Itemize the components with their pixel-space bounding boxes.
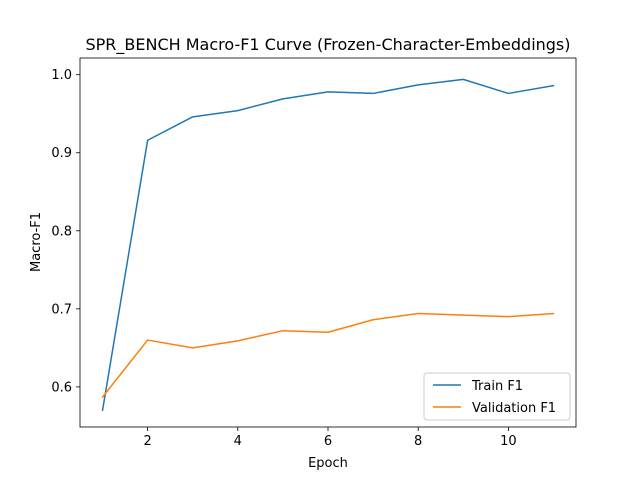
y-axis: 0.6 0.7 0.8 0.9 1.0 <box>51 68 80 395</box>
plot-background <box>80 58 576 427</box>
y-tick-label: 0.8 <box>51 224 72 239</box>
legend: Train F1 Validation F1 <box>423 372 571 421</box>
x-tick-label: 6 <box>324 434 332 449</box>
series-line-train-f1 <box>101 78 555 412</box>
plot-area <box>79 57 577 428</box>
x-tick-label: 4 <box>234 434 242 449</box>
x-axis-label: Epoch <box>308 456 348 471</box>
series-line-validation-f1 <box>101 312 555 399</box>
legend-label-train-f1: Train F1 <box>471 379 523 394</box>
y-tick-label: 0.6 <box>51 380 72 395</box>
chart-title: SPR_BENCH Macro-F1 Curve (Frozen-Charact… <box>85 35 570 55</box>
x-tick-label: 8 <box>414 434 422 449</box>
series-layer <box>101 78 555 412</box>
y-tick-label: 0.9 <box>51 146 72 161</box>
x-tick-label: 2 <box>143 434 151 449</box>
y-axis-label: Macro-F1 <box>29 212 44 272</box>
y-tick-label: 0.7 <box>51 302 72 317</box>
x-axis: 2 4 6 8 10 <box>143 427 517 449</box>
y-tick-label: 1.0 <box>51 68 72 83</box>
x-tick-label: 10 <box>500 434 517 449</box>
legend-label-validation-f1: Validation F1 <box>472 401 556 416</box>
